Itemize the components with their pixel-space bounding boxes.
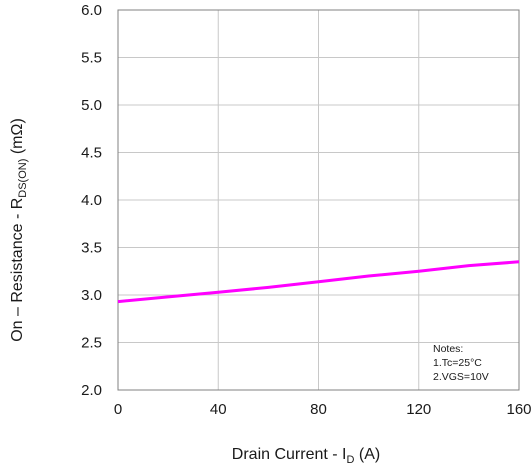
y-tick-label: 5.5 <box>81 50 102 67</box>
y-tick-label: 5.0 <box>81 97 102 114</box>
x-tick-label: 40 <box>210 401 227 418</box>
y-tick-label: 2.0 <box>81 382 102 399</box>
y-tick-label: 4.5 <box>81 145 102 162</box>
x-axis-label: Drain Current - ID (A) <box>232 446 380 466</box>
y-tick-label: 3.5 <box>81 240 102 257</box>
x-axis-label-prefix: Drain Current - I <box>232 446 347 463</box>
x-tick-label: 80 <box>310 401 327 418</box>
y-axis-label-prefix: On – Resistance - R <box>9 198 26 342</box>
data-series-group <box>117 260 520 304</box>
y-axis-label: On – Resistance - RDS(ON) (mΩ) <box>9 118 29 342</box>
y-axis-label-subscript: DS(ON) <box>17 159 29 198</box>
x-axis-label-suffix: (A) <box>354 446 380 463</box>
y-axis-label-suffix: (mΩ) <box>9 118 26 158</box>
note-line: 2.VGS=10V <box>433 371 489 383</box>
grid-lines <box>117 9 520 391</box>
x-axis-label-subscript: D <box>346 454 354 466</box>
x-tick-label: 120 <box>406 401 431 418</box>
note-line: Notes: <box>433 343 463 355</box>
y-tick-labels: 2.0 2.5 3.0 3.5 4.0 4.5 5.0 5.5 6.0 <box>81 2 102 399</box>
x-tick-labels: 0 40 80 120 160 <box>114 401 531 418</box>
notes-annotation: Notes: 1.Tc=25°C 2.VGS=10V <box>433 343 489 383</box>
y-tick-label: 2.5 <box>81 335 102 352</box>
y-tick-label: 3.0 <box>81 287 102 304</box>
y-tick-label: 4.0 <box>81 192 102 209</box>
y-tick-label: 6.0 <box>81 2 102 19</box>
series-line <box>117 260 520 304</box>
note-line: 1.Tc=25°C <box>433 357 482 369</box>
x-tick-label: 160 <box>506 401 531 418</box>
plot-area-frame <box>117 9 520 391</box>
x-tick-label: 0 <box>114 401 122 418</box>
